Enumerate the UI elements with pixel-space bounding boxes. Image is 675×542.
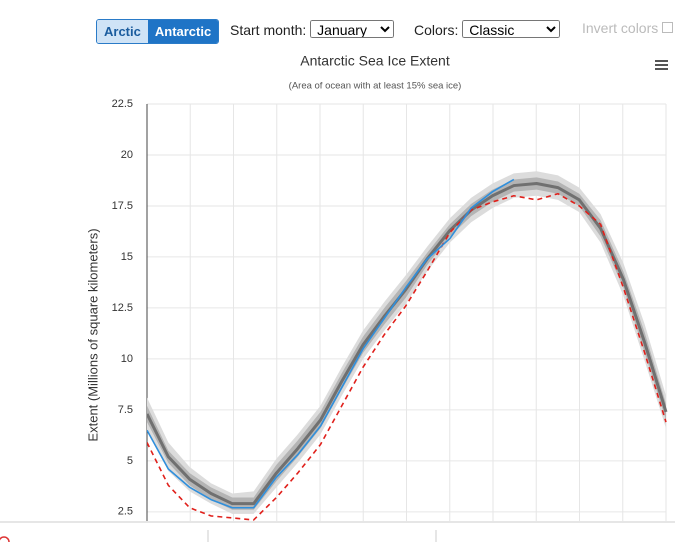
y-tick-label: 7.5 [118,404,133,416]
y-tick-label: 22.5 [112,98,133,110]
series-line [147,178,515,509]
footer-icon [0,536,10,542]
invert-checkbox[interactable] [662,22,674,33]
y-tick-label: 20 [121,149,133,161]
colors-label: Colors: [414,22,459,38]
antarctic-button[interactable]: Antarctic [147,20,219,43]
series-line [147,192,667,521]
colors-control: Colors: Classic [414,20,561,38]
range-band [147,171,666,514]
hemisphere-toggle: Arctic Antarctic [96,19,220,44]
y-tick-label: 2.5 [118,506,133,518]
y-tick-label: 15 [121,251,133,263]
y-tick-label: 10 [121,353,133,365]
series-line [147,182,668,506]
menu-icon[interactable] [655,60,668,70]
start-month-label: Start month: [230,22,307,38]
chart-title: Antarctic Sea Ice Extent [300,53,450,69]
y-tick-label: 5 [127,455,133,467]
start-month-control: Start month: January [230,20,395,38]
y-tick-label: 17.5 [112,200,133,212]
plot-area [147,171,668,521]
y-tick-label: 12.5 [112,302,133,314]
start-month-select[interactable]: January [310,20,395,38]
chart-subtitle: (Area of ocean with at least 15% sea ice… [289,81,462,92]
arctic-button[interactable]: Arctic [97,20,148,43]
y-axis-title: Extent (Millions of square kilometers) [85,228,100,441]
invert-label: Invert colors [582,20,659,36]
range-band [147,177,666,510]
colors-select[interactable]: Classic [462,20,561,38]
invert-control[interactable]: Invert colors [582,20,674,36]
